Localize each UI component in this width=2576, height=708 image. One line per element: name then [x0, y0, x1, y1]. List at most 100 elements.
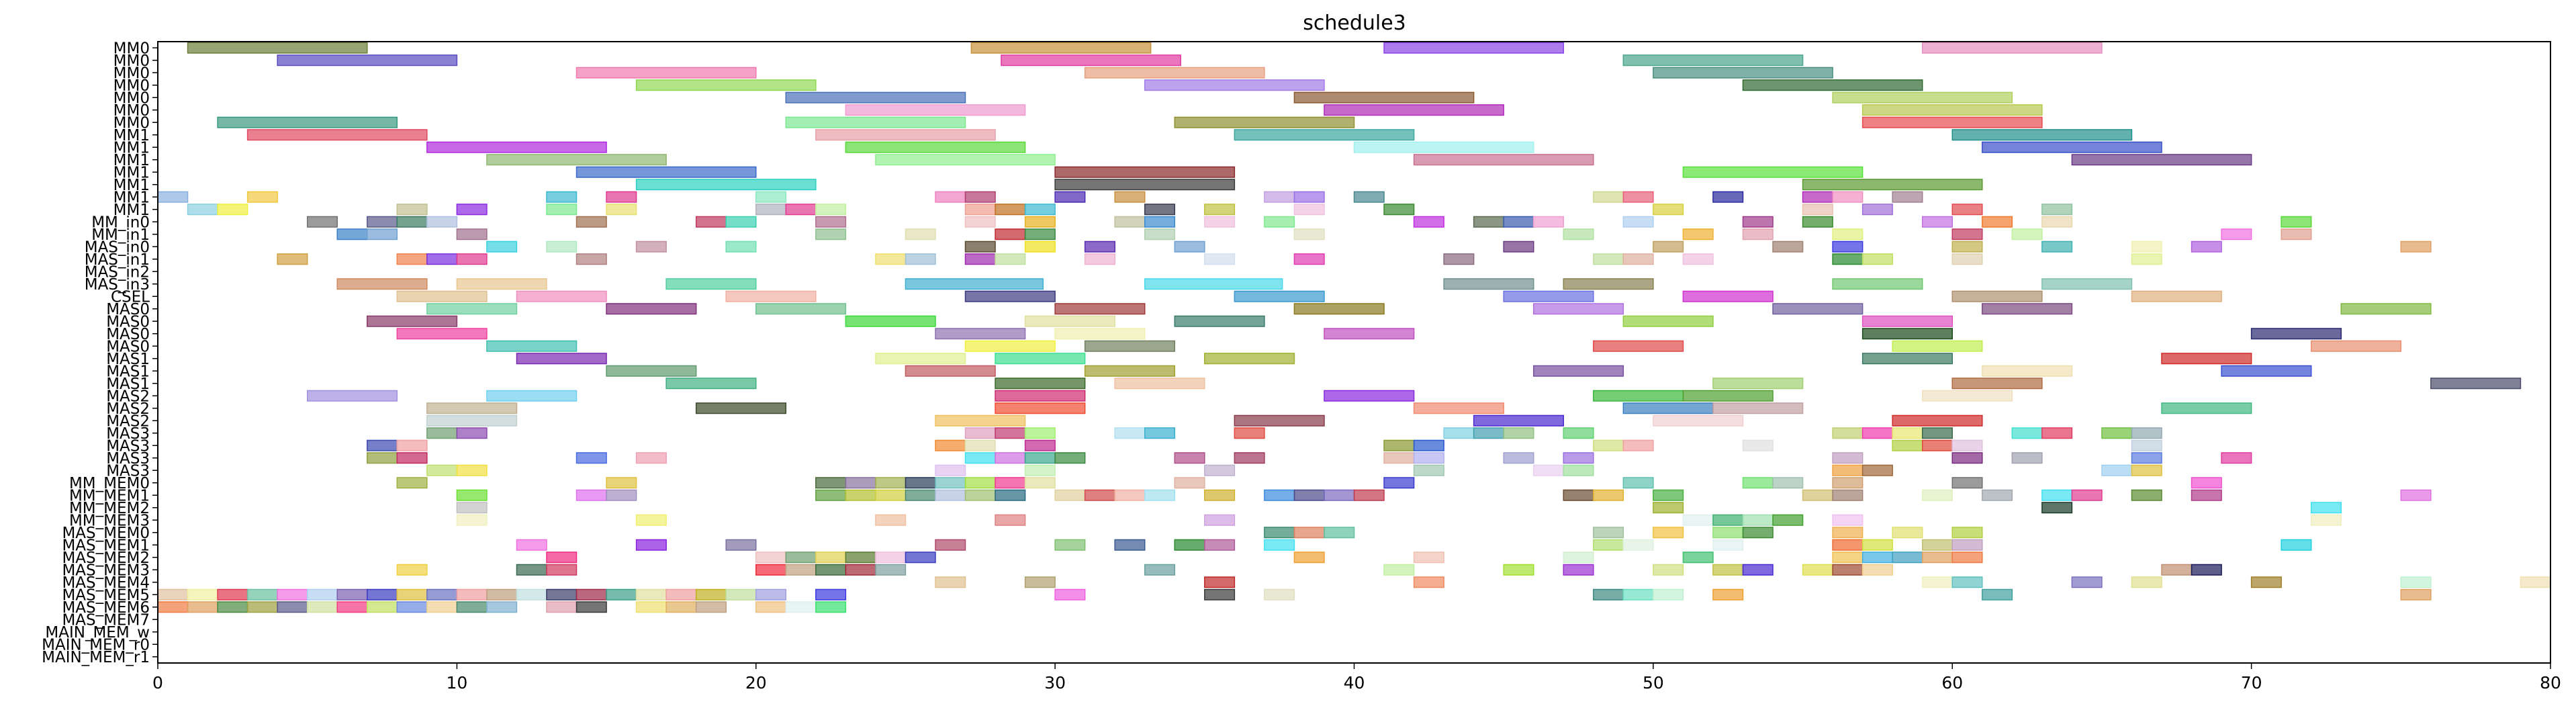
task-bar: [845, 564, 876, 576]
y-tick-label: MAS_in1: [85, 251, 150, 269]
task-bar: [875, 353, 966, 365]
task-bar: [1832, 527, 1864, 539]
task-bar: [1653, 502, 1684, 514]
y-tick-label: MM_MEM2: [69, 500, 150, 517]
task-bar: [367, 601, 398, 613]
x-tick-label: 0: [152, 673, 163, 693]
task-bar: [1264, 191, 1295, 203]
task-bar: [725, 588, 757, 601]
task-bar: [426, 601, 458, 613]
task-bar: [995, 253, 1026, 265]
task-bar: [1982, 489, 2013, 501]
y-tick-label: MM0: [113, 40, 150, 57]
task-bar: [576, 489, 607, 501]
task-bar: [1413, 576, 1444, 588]
x-tick-label: 80: [2540, 673, 2561, 693]
task-bar: [1951, 253, 1983, 265]
task-bar: [964, 204, 996, 216]
task-bar: [187, 588, 218, 601]
task-bar: [1473, 427, 1504, 439]
task-bar: [1324, 489, 1355, 501]
task-bar: [875, 489, 907, 501]
task-bar: [755, 204, 787, 216]
task-bar: [1861, 464, 1893, 476]
task-bar: [456, 278, 547, 290]
task-bar: [1622, 253, 1654, 265]
y-tick-label: MM0: [113, 77, 150, 95]
task-bar: [1084, 253, 1115, 265]
task-bar: [1921, 216, 1953, 228]
task-bar: [1293, 303, 1385, 315]
task-bar: [665, 588, 697, 601]
task-bar: [964, 439, 996, 451]
task-bar: [2041, 502, 2073, 514]
task-bar: [426, 141, 607, 153]
y-tick-label: MAS2: [106, 400, 150, 418]
task-bar: [905, 365, 996, 377]
task-bar: [1832, 91, 2013, 103]
task-bar: [845, 141, 1026, 153]
task-bar: [785, 91, 966, 103]
task-bar: [2250, 576, 2282, 588]
task-bar: [1772, 514, 1804, 526]
y-tick-label: MM1: [113, 202, 150, 219]
task-bar: [1653, 204, 1684, 216]
task-bar: [1712, 539, 1744, 551]
task-bar: [1832, 514, 1864, 526]
task-bar: [486, 601, 518, 613]
task-bar: [1832, 240, 1864, 253]
task-bar: [1861, 564, 1893, 576]
task-bar: [1951, 228, 1983, 240]
task-bar: [935, 539, 966, 551]
task-bar: [1653, 414, 1744, 427]
task-bar: [1563, 427, 1594, 439]
task-bar: [815, 216, 847, 228]
task-bar: [1264, 489, 1295, 501]
task-bar: [875, 154, 1056, 166]
task-bar: [2191, 564, 2222, 576]
task-bar: [964, 477, 996, 489]
task-bar: [2310, 514, 2342, 526]
task-bar: [426, 253, 458, 265]
task-bar: [1204, 576, 1236, 588]
task-bar: [1951, 204, 1983, 216]
task-bar: [1832, 253, 1864, 265]
task-bar: [785, 564, 817, 576]
y-tick-label: MAS_in3: [85, 276, 150, 294]
task-bar: [964, 340, 1056, 352]
task-bar: [1293, 527, 1325, 539]
task-bar: [1832, 464, 1864, 476]
x-tick-label: 20: [745, 673, 767, 693]
y-tick-label: MM1: [113, 164, 150, 181]
task-bar: [2041, 489, 2073, 501]
task-bar: [845, 477, 876, 489]
y-tick-label: MAS_in2: [85, 263, 150, 281]
task-bar: [1144, 278, 1283, 290]
task-bar: [935, 328, 1026, 340]
task-bar: [1383, 204, 1415, 216]
task-bar: [396, 290, 488, 302]
task-bar: [1324, 390, 1415, 402]
task-bar: [486, 390, 578, 402]
task-bar: [1503, 216, 1534, 228]
task-bar: [306, 390, 398, 402]
task-bar: [1204, 253, 1236, 265]
task-bar: [665, 601, 697, 613]
task-bar: [1742, 527, 1774, 539]
y-tick-label: MAS0: [106, 338, 150, 355]
task-bar: [396, 564, 428, 576]
task-bar: [1563, 278, 1654, 290]
task-bar: [396, 439, 428, 451]
task-bar: [1861, 104, 2043, 116]
task-bar: [1054, 328, 1146, 340]
task-bar: [1234, 414, 1325, 427]
task-bar: [935, 489, 966, 501]
task-bar: [1563, 452, 1594, 464]
task-bar: [2011, 427, 2043, 439]
y-tick-label: MAS2: [106, 412, 150, 430]
task-bar: [845, 551, 876, 564]
y-tick-label: MAS_MEM4: [62, 574, 150, 592]
task-bar: [995, 452, 1026, 464]
task-bar: [2131, 464, 2162, 476]
task-bar: [1593, 340, 1684, 352]
